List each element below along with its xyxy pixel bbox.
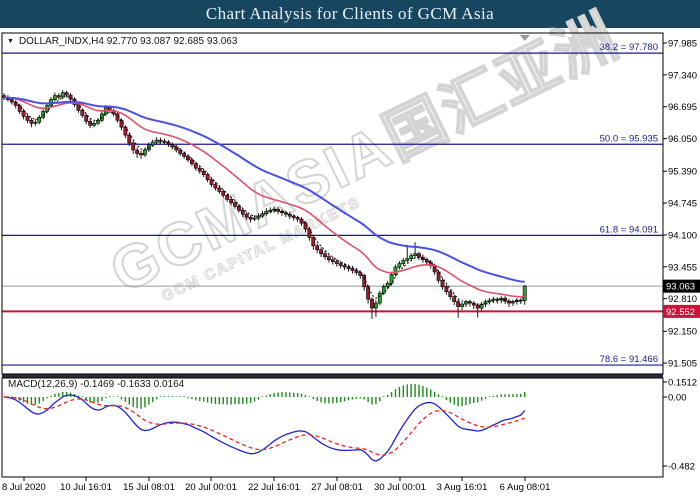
time-tick-label: 22 Jul 16:01 — [248, 482, 300, 493]
price-tick-label: 93.455 — [668, 262, 697, 273]
time-tick-label: 20 Jul 00:01 — [185, 482, 237, 493]
fib-label: 38.2 = 97.780 — [600, 42, 658, 53]
symbol-ohlc-text: DOLLAR_INDX,H4 92.770 93.087 92.685 93.0… — [18, 36, 238, 47]
time-tick-label: 30 Jul 00:01 — [374, 482, 426, 493]
title-bar: Chart Analysis for Clients of GCM Asia — [0, 0, 700, 28]
price-tick-label: 94.100 — [668, 230, 697, 241]
symbol-dropdown-icon[interactable]: ▼ — [7, 38, 14, 45]
page-title: Chart Analysis for Clients of GCM Asia — [205, 4, 495, 23]
ma-line-slow — [3, 96, 525, 283]
price-tick-label: 96.695 — [668, 102, 697, 113]
time-tick-label: 8 Jul 2020 — [2, 482, 46, 493]
shift-marker-icon — [519, 35, 530, 41]
price-badge-label: 92.552 — [666, 307, 695, 318]
fib-label: 50.0 = 95.935 — [600, 133, 658, 144]
panel-divider — [2, 374, 663, 378]
fib-label: 78.6 = 91.466 — [600, 354, 658, 365]
alert-price-badge — [663, 304, 700, 318]
fib-label: 61.8 = 94.091 — [600, 224, 658, 235]
price-tick-label: 97.340 — [668, 70, 697, 81]
price-tick-label: 92.150 — [668, 327, 697, 338]
time-tick-label: 15 Jul 08:01 — [123, 482, 175, 493]
symbol-info: ▼ DOLLAR_INDX,H4 92.770 93.087 92.685 93… — [7, 36, 237, 47]
current-price-badge — [663, 279, 700, 293]
time-tick-label: 6 Aug 08:01 — [500, 482, 551, 493]
ma-line-fast — [3, 95, 526, 306]
time-tick-label: 27 Jul 08:01 — [311, 482, 363, 493]
macd-histogram — [3, 383, 526, 409]
main-chart-frame — [1, 32, 664, 375]
time-tick-label: 10 Jul 16:01 — [60, 482, 112, 493]
price-tick-label: 96.050 — [668, 134, 697, 145]
macd-signal-line — [3, 396, 525, 456]
price-badge-label: 93.063 — [666, 282, 695, 293]
price-tick-label: 94.745 — [668, 199, 697, 210]
time-tick-label: 3 Aug 16:01 — [437, 482, 488, 493]
price-tick-label: 97.985 — [668, 39, 697, 50]
price-tick-label: 92.810 — [668, 294, 697, 305]
macd-indicator-label: MACD(12,26,9) -0.1469 -0.1633 0.0164 — [8, 379, 185, 390]
price-tick-label: 91.505 — [668, 359, 697, 370]
candlestick-series — [2, 90, 527, 319]
ma-line-medium — [3, 96, 525, 298]
macd-tick-label: 0.1512 — [668, 378, 697, 389]
macd-tick-label: -0.482 — [668, 462, 695, 473]
macd-line — [3, 394, 526, 462]
price-tick-label: 95.390 — [668, 167, 697, 178]
macd-tick-label: 0.00 — [668, 393, 687, 404]
macd-panel-frame — [1, 377, 664, 478]
